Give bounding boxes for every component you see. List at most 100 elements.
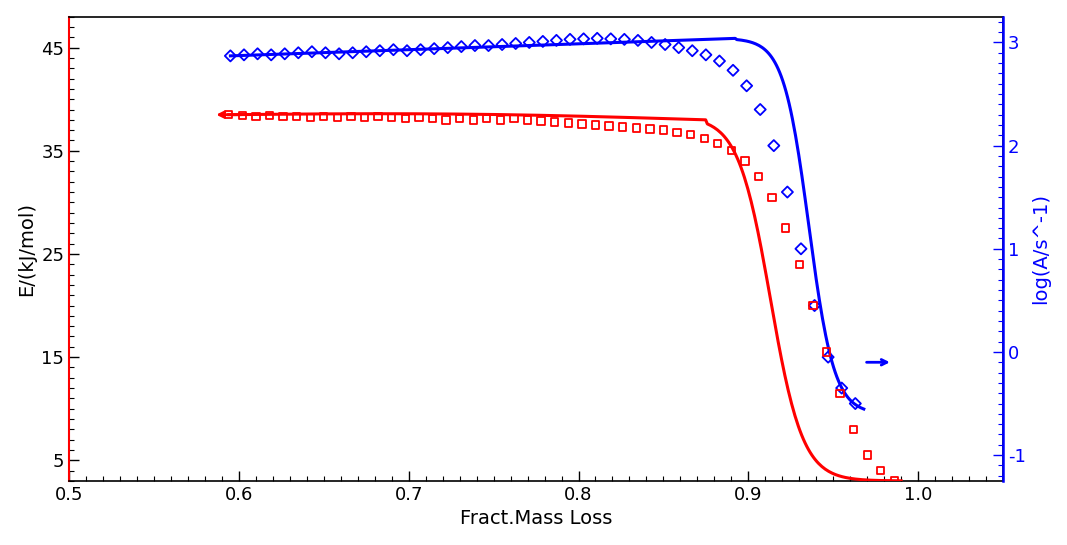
Point bbox=[288, 112, 305, 121]
Point bbox=[440, 43, 457, 52]
Point bbox=[532, 117, 550, 125]
Point bbox=[805, 301, 822, 310]
Point bbox=[696, 134, 713, 143]
Point bbox=[765, 141, 782, 150]
Point bbox=[546, 118, 563, 126]
Point bbox=[302, 113, 319, 122]
Point bbox=[668, 128, 685, 137]
Point bbox=[369, 112, 386, 121]
Point bbox=[656, 40, 673, 49]
Point bbox=[276, 50, 293, 58]
Point bbox=[641, 125, 658, 134]
Point bbox=[724, 66, 742, 75]
Point bbox=[345, 49, 362, 57]
Point bbox=[426, 44, 443, 53]
Point bbox=[236, 51, 253, 59]
Point bbox=[872, 466, 889, 475]
Point bbox=[630, 36, 647, 45]
Point bbox=[779, 187, 796, 196]
Point bbox=[274, 112, 291, 121]
Point bbox=[466, 41, 483, 50]
Point bbox=[357, 47, 375, 56]
Point bbox=[451, 114, 468, 123]
Point bbox=[764, 193, 781, 202]
Point bbox=[560, 119, 577, 128]
Point bbox=[573, 119, 590, 128]
Point bbox=[698, 51, 715, 59]
Point bbox=[655, 126, 672, 135]
Point bbox=[627, 124, 644, 132]
Point bbox=[478, 114, 495, 123]
Point bbox=[547, 36, 564, 45]
Y-axis label: log(A/s^-1): log(A/s^-1) bbox=[1032, 193, 1050, 304]
Point bbox=[750, 172, 767, 181]
Point bbox=[398, 46, 415, 55]
Point bbox=[711, 57, 728, 65]
Point bbox=[356, 113, 373, 122]
Point bbox=[886, 476, 903, 485]
Point bbox=[791, 260, 808, 269]
Point bbox=[575, 34, 592, 43]
Point bbox=[317, 49, 334, 57]
Point bbox=[806, 301, 823, 310]
Point bbox=[616, 35, 633, 44]
Point bbox=[248, 112, 265, 121]
Point bbox=[519, 116, 536, 124]
Point bbox=[424, 114, 441, 123]
Point bbox=[303, 47, 320, 56]
Point bbox=[411, 113, 428, 122]
Point bbox=[494, 40, 511, 49]
Point bbox=[397, 114, 414, 123]
Point bbox=[535, 37, 552, 46]
Point bbox=[437, 116, 455, 124]
Point bbox=[506, 114, 523, 123]
Point bbox=[521, 38, 538, 47]
Point bbox=[329, 113, 346, 122]
Point bbox=[819, 353, 837, 361]
Point bbox=[343, 112, 360, 121]
Point bbox=[371, 46, 388, 55]
Point bbox=[833, 384, 850, 392]
Point bbox=[452, 42, 469, 51]
Point bbox=[793, 244, 810, 253]
Point bbox=[261, 111, 278, 120]
Point bbox=[262, 51, 280, 59]
Point bbox=[492, 116, 509, 124]
Point bbox=[385, 45, 402, 54]
Point bbox=[643, 38, 660, 47]
Point bbox=[710, 139, 727, 148]
Point bbox=[615, 123, 632, 131]
Point bbox=[682, 130, 699, 138]
Point bbox=[561, 35, 578, 44]
Point bbox=[602, 34, 619, 43]
Point bbox=[859, 451, 876, 459]
Point bbox=[847, 399, 864, 408]
Point bbox=[507, 39, 524, 48]
Point bbox=[738, 81, 755, 90]
Point bbox=[412, 45, 429, 54]
Point bbox=[818, 348, 835, 356]
Point bbox=[722, 147, 739, 155]
Point bbox=[480, 41, 497, 50]
Point bbox=[331, 50, 348, 58]
X-axis label: Fract.Mass Loss: Fract.Mass Loss bbox=[460, 510, 612, 528]
Point bbox=[831, 389, 848, 398]
Point bbox=[249, 50, 266, 58]
Point bbox=[290, 49, 307, 57]
Point bbox=[751, 105, 768, 114]
Point bbox=[736, 157, 753, 166]
Point bbox=[589, 34, 606, 43]
Point bbox=[465, 116, 482, 124]
Point bbox=[222, 52, 239, 60]
Point bbox=[234, 111, 251, 120]
Point bbox=[777, 224, 794, 233]
Point bbox=[220, 110, 237, 119]
Point bbox=[383, 113, 400, 122]
Y-axis label: E/(kJ/mol): E/(kJ/mol) bbox=[17, 202, 35, 296]
Point bbox=[684, 46, 701, 55]
Point bbox=[670, 43, 687, 52]
Point bbox=[587, 120, 604, 129]
Point bbox=[845, 425, 862, 434]
Point bbox=[315, 112, 332, 121]
Point bbox=[601, 122, 618, 130]
